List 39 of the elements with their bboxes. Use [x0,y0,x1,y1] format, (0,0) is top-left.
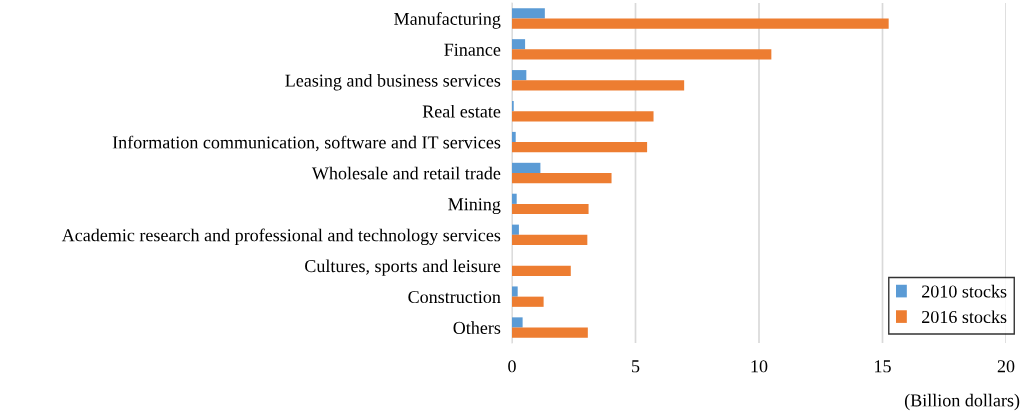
bar [512,173,612,184]
y-tick-label: Real estate [422,104,501,118]
legend-label: 2010 stocks [922,284,1007,298]
bar [512,224,519,235]
bar [512,8,545,19]
y-tick-label: Cultures, sports and leisure [305,259,501,276]
x-tick-label: 20 [997,360,1015,373]
bar [512,203,589,215]
bar [512,193,517,204]
bar [512,317,523,328]
bar [512,142,648,153]
y-tick-label: Information communication, software and IT services [112,135,501,152]
y-tick-label: Construction [408,290,501,304]
x-tick-label: 10 [751,360,768,373]
y-tick-label: Mining [448,198,501,215]
y-tick-label: Academic research and professional and technology services [61,228,501,246]
bar [512,49,772,60]
x-tick-label: 0 [508,360,516,373]
bar [512,111,654,122]
bar [512,265,571,276]
y-tick-label: Manufacturing [394,12,501,29]
bar [512,234,588,246]
bar [512,70,527,81]
y-tick-label: Finance [444,43,501,56]
y-tick-label: Others [453,321,501,334]
x-tick-label: 5 [632,360,640,373]
bar [512,80,685,91]
bar [512,296,544,307]
y-tick-label: Leasing and business services [285,74,501,91]
y-tick-label: Wholesale and retail trade [311,166,501,180]
bar [512,39,526,50]
x-tick-label: 15 [875,360,891,373]
bar [512,327,588,338]
bar [512,131,516,143]
x-axis-title: (Billion dollars) [904,393,1020,411]
bar [512,18,889,29]
bar [512,162,541,173]
legend-label: 2016 stocks [922,310,1007,324]
bar [512,286,518,297]
